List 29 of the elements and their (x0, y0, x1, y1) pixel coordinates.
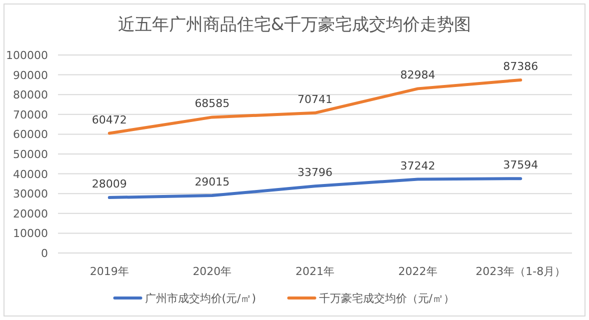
x-tick-label: 2022年 (398, 265, 438, 278)
data-label: 70741 (298, 92, 332, 106)
x-tick-label: 2019年 (90, 265, 129, 278)
data-label: 60472 (92, 113, 127, 126)
y-tick-label: 60000 (13, 128, 48, 142)
legend-label: 千万豪宅成交均价（元/㎡） (318, 292, 454, 305)
data-label: 33796 (298, 166, 332, 180)
data-label: 28009 (92, 178, 127, 191)
y-tick-label: 0 (41, 247, 48, 260)
data-label: 87386 (503, 60, 538, 73)
x-tick-label: 2021年 (296, 265, 334, 278)
data-label: 37594 (503, 158, 538, 172)
y-tick-label: 20000 (13, 207, 48, 220)
x-tick-label: 2023年（1-8月） (476, 265, 566, 278)
data-label: 82984 (400, 68, 436, 82)
data-label: 37242 (400, 159, 436, 172)
x-tick-label: 2020年 (192, 265, 232, 278)
y-tick-label: 40000 (13, 168, 48, 181)
y-tick-label: 10000 (13, 227, 48, 240)
data-label: 29015 (194, 176, 230, 189)
chart-title: 近五年广州商品住宅&千万豪宅成交均价走势图 (118, 15, 472, 35)
y-tick-label: 100000 (6, 49, 48, 62)
y-tick-label: 90000 (13, 68, 48, 82)
y-tick-label: 30000 (13, 188, 48, 201)
data-label: 68585 (194, 97, 230, 110)
y-tick-label: 50000 (13, 148, 48, 161)
y-tick-label: 80000 (13, 88, 48, 102)
legend-label: 广州市成交均价(元/㎡) (144, 292, 256, 305)
y-tick-label: 70000 (13, 108, 48, 122)
